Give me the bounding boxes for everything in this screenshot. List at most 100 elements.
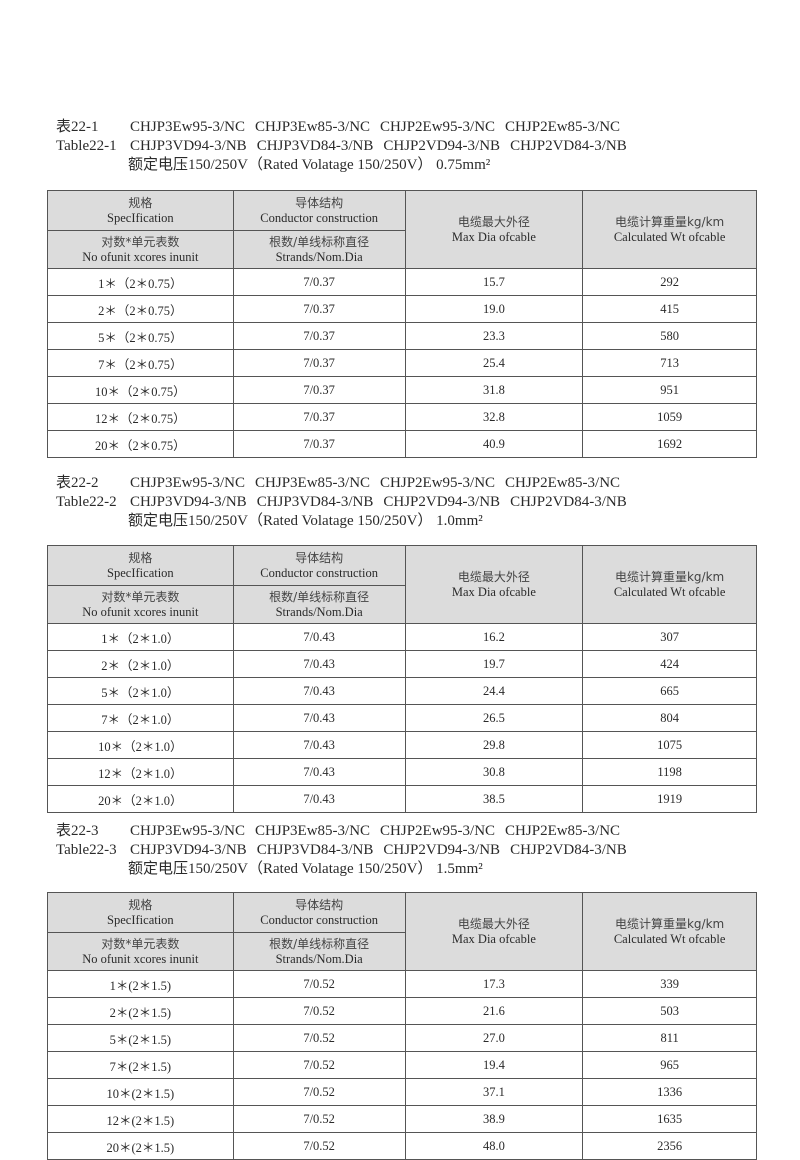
cell-maxdia: 24.4 bbox=[404, 677, 584, 705]
table-row: 1＊（2＊0.75） 7/0.37 15.7 292 bbox=[47, 268, 757, 296]
model-nc: CHJP2Ew85-3/NC bbox=[505, 823, 621, 839]
units-en: No ofunit xcores inunit bbox=[82, 249, 199, 264]
header-row: 规格 SpecIfication 导体结构 Conductor constructio… bbox=[47, 190, 757, 269]
spec-table: 规格 SpecIfication 导体结构 Conductor constructio… bbox=[47, 545, 757, 813]
cell-strands: 7/0.37 bbox=[232, 349, 406, 377]
model-nc: CHJP2Ew95-3/NC bbox=[380, 823, 496, 839]
maxdia-en: Max Dia ofcable bbox=[451, 229, 536, 244]
cell-strands: 7/0.43 bbox=[232, 785, 406, 813]
table-row: 2＊（2＊0.75） 7/0.37 19.0 415 bbox=[47, 295, 757, 323]
model-nb: CHJP2VD84-3/NB bbox=[510, 494, 627, 510]
model-nb: CHJP3VD94-3/NB bbox=[130, 494, 247, 510]
table-row: 12＊（2＊0.75） 7/0.37 32.8 1059 bbox=[47, 403, 757, 431]
table-row: 7＊（2＊1.0） 7/0.43 26.5 804 bbox=[47, 704, 757, 732]
header-weight: 电缆计算重量kg/km Calculated Wt ofcable bbox=[582, 545, 757, 624]
table-caption: 表22-3 CHJP3Ew95-3/NC CHJP3Ew85-3/NC CHJP2Ew… bbox=[56, 822, 637, 879]
cell-weight: 503 bbox=[582, 997, 757, 1025]
spec-cn: 规格 bbox=[128, 897, 153, 912]
cell-maxdia: 23.3 bbox=[404, 322, 584, 350]
strands-cn: 根数/单线标称直径 bbox=[269, 936, 370, 951]
model-nb: CHJP3VD94-3/NB bbox=[130, 842, 247, 858]
strands-en: Strands/Nom.Dia bbox=[275, 249, 363, 264]
cell-spec: 10＊(2＊1.5) bbox=[47, 1078, 234, 1106]
header-conductor: 导体结构 Conductor construction bbox=[232, 190, 406, 231]
model-nc: CHJP2Ew85-3/NC bbox=[505, 119, 621, 135]
cell-maxdia: 21.6 bbox=[404, 997, 584, 1025]
cell-weight: 811 bbox=[582, 1024, 757, 1052]
table-row: 10＊（2＊0.75） 7/0.37 31.8 951 bbox=[47, 376, 757, 404]
cell-maxdia: 48.0 bbox=[404, 1132, 584, 1160]
cell-weight: 951 bbox=[582, 376, 757, 404]
header-row: 对数*单元表数 No ofunit xcores inunit 根数/单线标称直径 S… bbox=[47, 585, 757, 624]
conductor-cn: 导体结构 bbox=[295, 550, 344, 565]
model-nc: CHJP3Ew85-3/NC bbox=[255, 119, 371, 135]
cell-maxdia: 30.8 bbox=[404, 758, 584, 786]
header-row: 规格 SpecIfication 导体结构 Conductor constructio… bbox=[47, 892, 757, 971]
rated-voltage: 额定电压150/250V（Rated Volatage 150/250V） 0.… bbox=[128, 157, 491, 173]
strands-en: Strands/Nom.Dia bbox=[275, 604, 363, 619]
strands-en: Strands/Nom.Dia bbox=[275, 951, 363, 966]
spec-cn: 规格 bbox=[128, 195, 153, 210]
table-row: 20＊（2＊0.75） 7/0.37 40.9 1692 bbox=[47, 430, 757, 458]
spec-table: 规格 SpecIfication 导体结构 Conductor constructio… bbox=[47, 190, 757, 458]
weight-cn: 电缆计算重量kg/km bbox=[614, 569, 725, 584]
cell-maxdia: 19.0 bbox=[404, 295, 584, 323]
cell-spec: 5＊（2＊1.0） bbox=[47, 677, 234, 705]
cell-maxdia: 26.5 bbox=[404, 704, 584, 732]
header-weight: 电缆计算重量kg/km Calculated Wt ofcable bbox=[582, 892, 757, 971]
header-weight: 电缆计算重量kg/km Calculated Wt ofcable bbox=[582, 190, 757, 269]
model-nb: CHJP3VD94-3/NB bbox=[130, 138, 247, 154]
cell-weight: 804 bbox=[582, 704, 757, 732]
units-cn: 对数*单元表数 bbox=[101, 589, 180, 604]
cell-strands: 7/0.43 bbox=[232, 731, 406, 759]
header-units: 对数*单元表数 No ofunit xcores inunit bbox=[47, 585, 234, 624]
cell-strands: 7/0.37 bbox=[232, 430, 406, 458]
table-row: 20＊(2＊1.5) 7/0.52 48.0 2356 bbox=[47, 1132, 757, 1160]
table-code-cn: 表22-1 bbox=[56, 119, 99, 135]
cell-spec: 20＊(2＊1.5) bbox=[47, 1132, 234, 1160]
units-cn: 对数*单元表数 bbox=[101, 234, 180, 249]
cell-strands: 7/0.52 bbox=[232, 1078, 406, 1106]
table-code-en: Table22-1 bbox=[56, 138, 117, 154]
header-strands: 根数/单线标称直径 Strands/Nom.Dia bbox=[232, 932, 406, 971]
cell-weight: 1075 bbox=[582, 731, 757, 759]
cell-weight: 2356 bbox=[582, 1132, 757, 1160]
table-row: 7＊（2＊0.75） 7/0.37 25.4 713 bbox=[47, 349, 757, 377]
cell-weight: 307 bbox=[582, 623, 757, 651]
cell-strands: 7/0.37 bbox=[232, 268, 406, 296]
weight-en: Calculated Wt ofcable bbox=[613, 931, 726, 946]
cell-strands: 7/0.37 bbox=[232, 376, 406, 404]
cell-weight: 339 bbox=[582, 970, 757, 998]
model-nc: CHJP3Ew95-3/NC bbox=[130, 823, 246, 839]
weight-en: Calculated Wt ofcable bbox=[613, 229, 726, 244]
header-units: 对数*单元表数 No ofunit xcores inunit bbox=[47, 932, 234, 971]
header-maxdia: 电缆最大外径 Max Dia ofcable bbox=[404, 892, 584, 971]
model-nc: CHJP2Ew85-3/NC bbox=[505, 475, 621, 491]
cell-maxdia: 29.8 bbox=[404, 731, 584, 759]
cell-weight: 292 bbox=[582, 268, 757, 296]
cell-maxdia: 19.7 bbox=[404, 650, 584, 678]
table-row: 5＊（2＊0.75） 7/0.37 23.3 580 bbox=[47, 322, 757, 350]
table-row: 12＊（2＊1.0） 7/0.43 30.8 1198 bbox=[47, 758, 757, 786]
cell-spec: 20＊（2＊0.75） bbox=[47, 430, 234, 458]
cell-maxdia: 37.1 bbox=[404, 1078, 584, 1106]
table-caption: 表22-1 CHJP3Ew95-3/NC CHJP3Ew85-3/NC CHJP2Ew… bbox=[56, 118, 637, 175]
model-nc: CHJP2Ew95-3/NC bbox=[380, 119, 496, 135]
table-row: 2＊(2＊1.5) 7/0.52 21.6 503 bbox=[47, 997, 757, 1025]
header-row: 规格 SpecIfication 导体结构 Conductor constructio… bbox=[47, 545, 757, 624]
model-nb: CHJP2VD94-3/NB bbox=[383, 138, 501, 154]
cell-weight: 1059 bbox=[582, 403, 757, 431]
cell-strands: 7/0.52 bbox=[232, 1132, 406, 1160]
header-maxdia: 电缆最大外径 Max Dia ofcable bbox=[404, 190, 584, 269]
rated-voltage: 额定电压150/250V（Rated Volatage 150/250V） 1.… bbox=[128, 513, 483, 529]
cell-weight: 424 bbox=[582, 650, 757, 678]
table-caption: 表22-2 CHJP3Ew95-3/NC CHJP3Ew85-3/NC CHJP2Ew… bbox=[56, 474, 637, 531]
table-row: 2＊（2＊1.0） 7/0.43 19.7 424 bbox=[47, 650, 757, 678]
spec-en: SpecIfication bbox=[107, 912, 174, 927]
cell-maxdia: 31.8 bbox=[404, 376, 584, 404]
cell-strands: 7/0.52 bbox=[232, 970, 406, 998]
cell-strands: 7/0.37 bbox=[232, 403, 406, 431]
table-row: 7＊(2＊1.5) 7/0.52 19.4 965 bbox=[47, 1051, 757, 1079]
cell-spec: 12＊（2＊0.75） bbox=[47, 403, 234, 431]
spec-cn: 规格 bbox=[128, 550, 153, 565]
